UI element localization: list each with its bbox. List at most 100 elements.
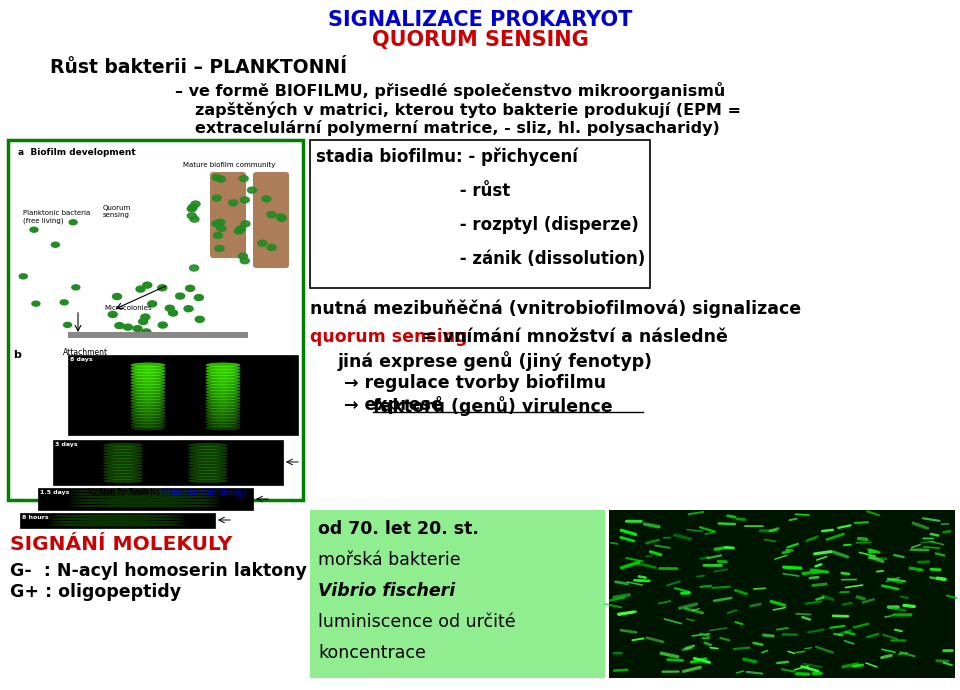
Ellipse shape <box>234 228 243 234</box>
Ellipse shape <box>131 404 165 409</box>
Ellipse shape <box>72 285 80 290</box>
Ellipse shape <box>131 426 165 431</box>
Ellipse shape <box>70 493 220 495</box>
Ellipse shape <box>240 197 250 203</box>
Ellipse shape <box>205 362 241 368</box>
Bar <box>609 510 955 678</box>
Ellipse shape <box>217 226 226 232</box>
Text: - růst: - růst <box>316 182 511 200</box>
Ellipse shape <box>205 395 241 400</box>
Ellipse shape <box>131 413 165 419</box>
Ellipse shape <box>205 426 241 431</box>
Ellipse shape <box>194 295 204 301</box>
Ellipse shape <box>216 219 225 225</box>
Ellipse shape <box>103 461 143 465</box>
Ellipse shape <box>141 314 150 320</box>
Text: → exprese: → exprese <box>320 396 449 414</box>
Ellipse shape <box>131 366 165 371</box>
Ellipse shape <box>212 175 221 180</box>
Ellipse shape <box>131 395 165 400</box>
Ellipse shape <box>188 467 228 471</box>
Ellipse shape <box>188 464 228 468</box>
Ellipse shape <box>248 187 256 193</box>
Ellipse shape <box>131 389 165 395</box>
Text: luminiscence od určité: luminiscence od určité <box>318 613 516 631</box>
Ellipse shape <box>131 393 165 397</box>
Ellipse shape <box>239 175 249 181</box>
Ellipse shape <box>276 214 285 220</box>
Text: Attachment: Attachment <box>63 348 108 357</box>
Ellipse shape <box>236 226 246 232</box>
Ellipse shape <box>131 411 165 415</box>
Text: Planktonic bacteria
(free living): Planktonic bacteria (free living) <box>23 210 90 224</box>
Ellipse shape <box>205 413 241 419</box>
Text: Růst bakterii – PLANKTONNÍ: Růst bakterii – PLANKTONNÍ <box>50 58 348 77</box>
Ellipse shape <box>187 213 196 219</box>
Ellipse shape <box>143 282 152 288</box>
Ellipse shape <box>205 404 241 409</box>
Ellipse shape <box>205 366 241 371</box>
Ellipse shape <box>188 455 228 459</box>
Bar <box>310 140 650 288</box>
Text: nutná mezibuňěčná (vnitrobiofilmová) signalizace: nutná mezibuňěčná (vnitrobiofilmová) sig… <box>310 300 802 319</box>
Text: stadia biofilmu: - přichycení: stadia biofilmu: - přichycení <box>316 148 578 166</box>
Text: - zánik (dissolution): - zánik (dissolution) <box>316 250 645 268</box>
Ellipse shape <box>205 377 241 382</box>
Ellipse shape <box>205 420 241 424</box>
Ellipse shape <box>103 473 143 477</box>
Ellipse shape <box>103 452 143 456</box>
Text: b: b <box>13 350 21 360</box>
Ellipse shape <box>213 233 223 239</box>
Text: Molecular Cell Biology: Molecular Cell Biology <box>162 488 247 497</box>
Ellipse shape <box>205 371 241 377</box>
Ellipse shape <box>131 377 165 382</box>
Text: Quorum
sensing: Quorum sensing <box>103 205 132 218</box>
Ellipse shape <box>138 319 148 324</box>
Ellipse shape <box>131 371 165 377</box>
Ellipse shape <box>240 258 250 264</box>
Ellipse shape <box>188 479 228 483</box>
Ellipse shape <box>205 399 241 404</box>
Ellipse shape <box>205 411 241 415</box>
Ellipse shape <box>115 323 124 328</box>
Bar <box>38 488 253 510</box>
Ellipse shape <box>188 458 228 462</box>
Bar <box>310 510 605 678</box>
Ellipse shape <box>185 285 195 291</box>
Ellipse shape <box>131 386 165 391</box>
Text: jiná exprese genů (jiný fenotyp): jiná exprese genů (jiný fenotyp) <box>338 351 653 371</box>
Ellipse shape <box>258 240 267 246</box>
Ellipse shape <box>188 476 228 480</box>
Text: SIGNÁNÍ MOLEKULY: SIGNÁNÍ MOLEKULY <box>10 535 232 554</box>
Ellipse shape <box>205 386 241 391</box>
Ellipse shape <box>205 384 241 388</box>
Ellipse shape <box>131 402 165 406</box>
Ellipse shape <box>205 417 241 422</box>
Ellipse shape <box>205 380 241 386</box>
Ellipse shape <box>103 446 143 450</box>
Ellipse shape <box>32 301 40 306</box>
Ellipse shape <box>216 176 226 182</box>
Ellipse shape <box>103 443 143 447</box>
Ellipse shape <box>108 311 117 317</box>
Text: od 70. let 20. st.: od 70. let 20. st. <box>318 520 479 538</box>
Ellipse shape <box>124 324 132 330</box>
Ellipse shape <box>103 458 143 462</box>
FancyBboxPatch shape <box>210 172 246 258</box>
Ellipse shape <box>188 461 228 465</box>
Ellipse shape <box>131 384 165 388</box>
Ellipse shape <box>136 286 145 292</box>
Ellipse shape <box>190 216 199 222</box>
Ellipse shape <box>195 316 204 322</box>
Ellipse shape <box>49 520 185 524</box>
Ellipse shape <box>49 524 185 526</box>
Ellipse shape <box>205 393 241 397</box>
Bar <box>20 513 215 528</box>
Ellipse shape <box>30 227 38 233</box>
Ellipse shape <box>176 293 184 299</box>
Ellipse shape <box>158 322 167 328</box>
Ellipse shape <box>188 204 198 210</box>
Ellipse shape <box>238 253 248 259</box>
Ellipse shape <box>212 221 221 227</box>
Ellipse shape <box>214 221 223 228</box>
